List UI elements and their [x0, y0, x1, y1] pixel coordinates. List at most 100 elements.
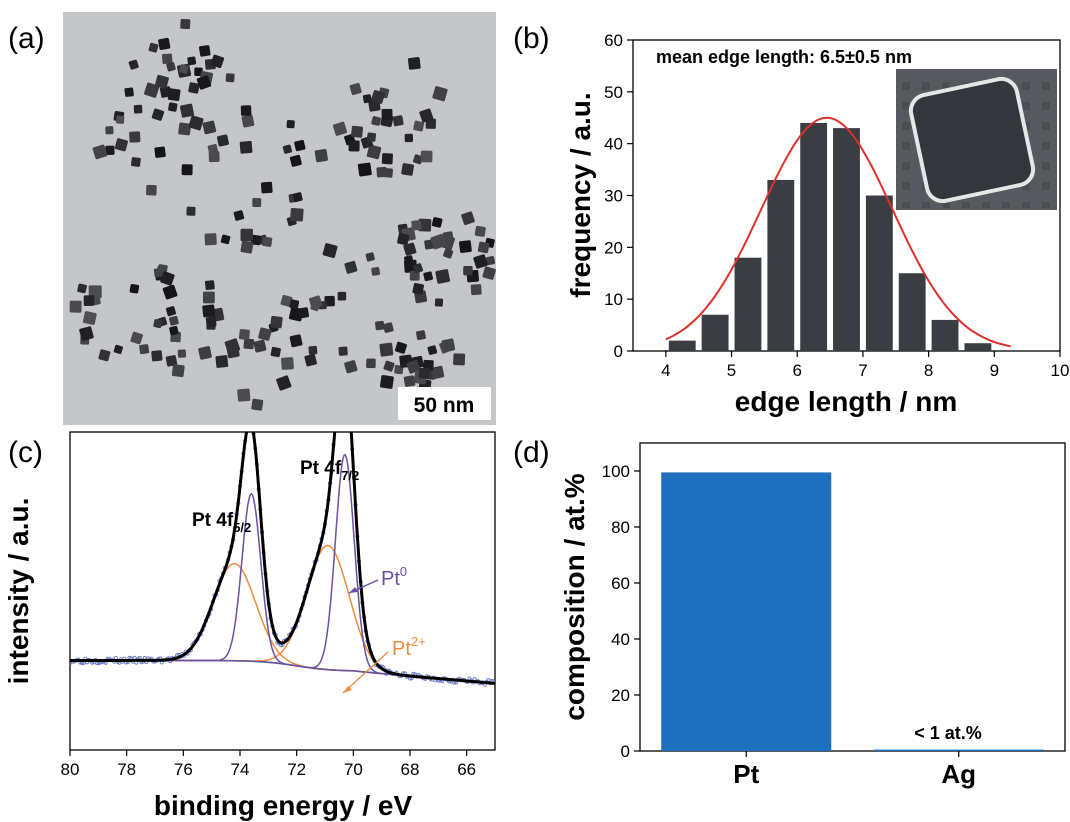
composition-y-tick-label: 60: [611, 574, 630, 593]
histogram-x-axis: 4 5 6 7 8 9 10: [661, 351, 1069, 380]
peak-label-4f52: Pt 4f5/2: [192, 510, 251, 535]
composition-chart: 0 20 40 60 80 100 Pt Ag < 1 at.% composition /…: [559, 442, 1066, 789]
xps-x-tick-label: 70: [344, 760, 363, 779]
nanocube: [205, 316, 217, 328]
nanocube: [180, 18, 191, 30]
nanocube: [69, 300, 82, 313]
nanocube: [425, 118, 436, 129]
histogram-x-tick-label: 6: [792, 361, 801, 380]
nanocube: [308, 345, 318, 355]
nanocube: [179, 64, 189, 74]
histogram-bar: [800, 122, 828, 351]
nanocube: [430, 233, 447, 250]
nanocube: [371, 89, 386, 104]
composition-x-tick-label: Pt: [733, 759, 759, 789]
nanocube: [113, 344, 123, 355]
inset-nanocube: [908, 76, 1036, 204]
xps-x-tick-label: 72: [287, 760, 306, 779]
nanocube: [166, 62, 176, 72]
nanocube: [171, 364, 185, 378]
nanocube: [404, 133, 414, 143]
nanocube: [470, 284, 482, 296]
nanocube: [442, 231, 454, 243]
histogram-x-tick-label: 7: [858, 361, 867, 380]
nanocube: [401, 163, 414, 176]
nanocube: [289, 299, 300, 310]
nanocube: [215, 355, 229, 368]
nanocube: [366, 358, 376, 369]
nanocube: [153, 319, 163, 329]
nanocube: [83, 295, 95, 306]
xps-chart: 80 78 76 74 72 70 68 66 Pt 4f5/2 Pt 4f7/2 Pt0 P…: [3, 431, 496, 821]
nanocube: [322, 243, 338, 258]
nanocube: [344, 260, 358, 274]
nanocube: [251, 398, 264, 411]
nanocube: [151, 108, 165, 121]
composition-bar-pt: [661, 472, 832, 751]
nanocube: [240, 228, 253, 242]
nanocube: [158, 37, 171, 51]
nanocube: [461, 211, 475, 226]
nanocube: [458, 240, 472, 253]
xps-y-label: intensity / a.u.: [3, 498, 34, 685]
nanocube: [392, 115, 404, 127]
nanocube: [383, 322, 394, 333]
nanocube: [168, 102, 178, 112]
nanocube: [270, 315, 283, 329]
histogram-bar: [833, 128, 860, 351]
nanocube: [216, 134, 229, 147]
nanocube: [412, 282, 424, 295]
nanocube: [237, 388, 251, 402]
nanocube: [105, 126, 114, 135]
nanocube: [240, 240, 254, 254]
nanocube: [379, 342, 394, 357]
nanocube: [194, 67, 203, 77]
nanocube: [381, 108, 393, 120]
composition-annotation: < 1 at.%: [914, 723, 982, 743]
histogram-y-tick-label: 50: [604, 83, 623, 102]
nanocube: [309, 295, 323, 309]
histogram-x-tick-label: 10: [1051, 361, 1070, 380]
nanocube: [357, 162, 372, 177]
nanocube: [473, 254, 488, 269]
nanocube: [160, 271, 175, 286]
pt0-peak-2: [70, 454, 495, 685]
species-label-pt2: Pt2+: [392, 634, 426, 660]
nanocube: [383, 360, 395, 372]
nanocube: [403, 242, 417, 256]
nanocube: [133, 104, 143, 114]
composition-plot-frame: [639, 442, 1066, 752]
nanocube: [294, 139, 306, 152]
nanocube: [226, 344, 240, 359]
nanocube: [397, 233, 410, 246]
histogram-bar: [898, 273, 926, 351]
histogram-bar: [767, 179, 795, 351]
nanocube: [169, 325, 179, 336]
nanocube: [403, 375, 416, 387]
nanocube: [348, 140, 360, 152]
nanocube: [105, 145, 115, 155]
histogram-bar: [931, 319, 959, 351]
nanocube: [474, 225, 486, 237]
nanocube: [161, 53, 173, 65]
nanocube: [423, 359, 434, 371]
nanocube: [412, 154, 423, 165]
nanocube: [116, 115, 125, 124]
nanocube: [434, 298, 444, 307]
histogram-y-label: frequency / a.u.: [565, 92, 596, 297]
composition-y-tick-label: 0: [621, 742, 630, 761]
nanocube: [148, 42, 159, 53]
nanocube: [130, 331, 143, 345]
xps-x-tick-label: 76: [174, 760, 193, 779]
histogram-bar: [701, 314, 729, 351]
nanocube: [366, 132, 377, 142]
nanocube: [289, 154, 302, 167]
histogram-y-tick-label: 20: [604, 238, 623, 257]
nanocube: [314, 148, 328, 163]
nanocube: [286, 119, 295, 129]
scale-bar-label: 50 nm: [414, 394, 475, 417]
nanocube: [411, 220, 422, 231]
nanocube: [289, 334, 303, 348]
histogram-x-tick-label: 4: [661, 361, 670, 380]
nanocube: [406, 359, 421, 374]
